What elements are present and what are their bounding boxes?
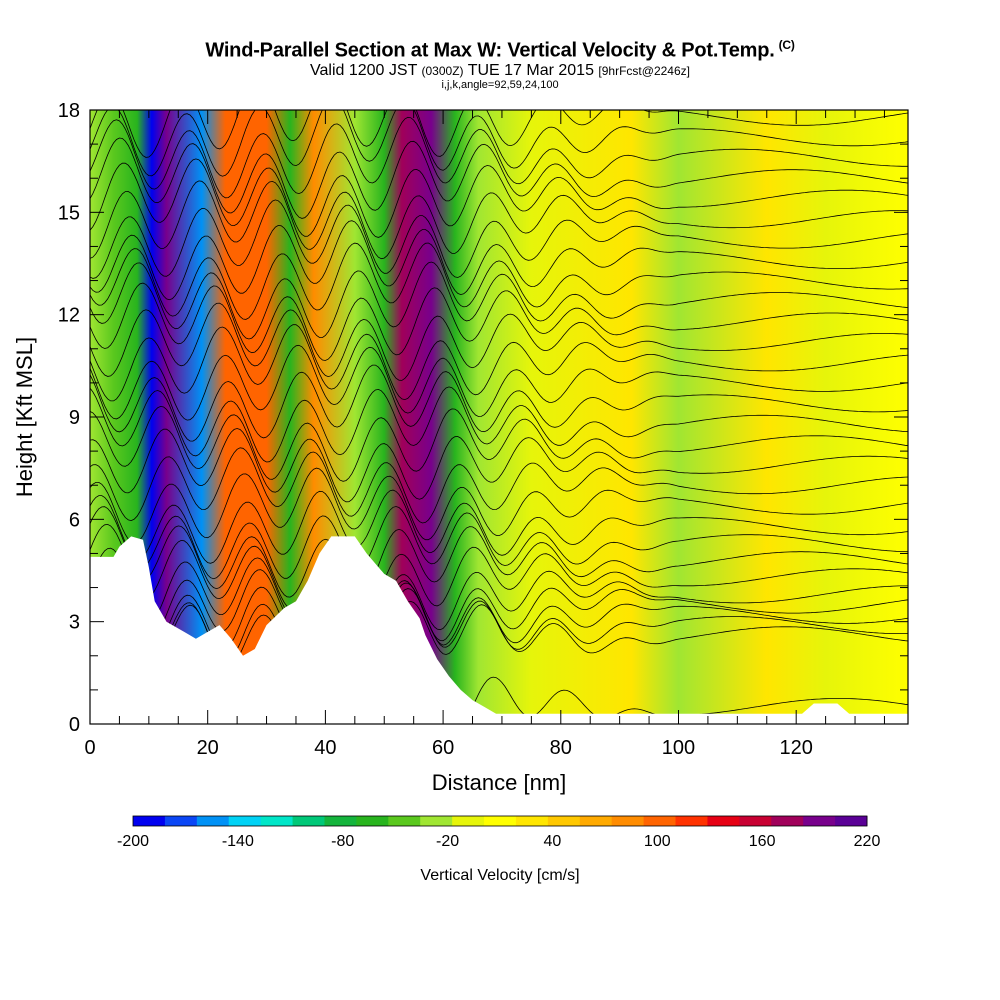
colorbar-swatch — [292, 816, 325, 826]
isentrope-line — [90, 137, 908, 219]
colorbar-swatch — [260, 816, 294, 826]
colorbar-swatch — [835, 816, 868, 826]
isentrope-line — [90, 539, 908, 615]
isentrope-line — [90, 180, 908, 260]
colorbar-swatch — [611, 816, 645, 826]
potential-temperature-contours — [90, 110, 908, 724]
isentrope-line — [90, 158, 908, 238]
copyright-mark: (C) — [778, 38, 795, 52]
y-tick-label: 18 — [58, 100, 80, 122]
y-tick-label: 15 — [58, 202, 80, 224]
utc-time: (0300Z) — [421, 63, 464, 78]
isentrope-line — [90, 344, 908, 421]
colorbar-tick-label: 40 — [544, 833, 562, 850]
terrain — [90, 536, 908, 724]
x-tick-label: 0 — [84, 737, 95, 759]
colorbar-swatch — [452, 816, 485, 826]
section-parameters: i,j,k,angle=92,59,24,100 — [441, 78, 559, 91]
isentrope-line — [90, 220, 908, 301]
colorbar-tick-label: 220 — [854, 833, 881, 850]
colorbar-tick-label: 100 — [644, 833, 671, 850]
colorbar — [132, 815, 868, 827]
colorbar-tick-label: 160 — [749, 833, 776, 850]
x-axis-title: Distance [nm] — [432, 770, 567, 795]
y-tick-label: 9 — [69, 407, 80, 429]
colorbar-swatch — [515, 816, 549, 826]
colorbar-tick-label: -200 — [117, 833, 149, 850]
x-tick-label: 20 — [197, 737, 219, 759]
colorbar-tick-labels: -200 -140 -80 -20 40 100 160 220 — [117, 833, 880, 850]
colorbar-tick-label: -20 — [436, 833, 459, 850]
colorbar-swatch — [420, 816, 453, 826]
isentrope-line — [90, 386, 908, 463]
x-tick-label: 80 — [550, 737, 572, 759]
colorbar-swatch — [739, 816, 772, 826]
isentrope-line — [90, 110, 908, 158]
isentrope-line — [90, 523, 908, 598]
colorbar-swatch — [324, 816, 357, 826]
valid-time: Valid 1200 JST — [310, 61, 418, 79]
colorbar-swatch — [707, 816, 740, 826]
colorbar-swatch — [164, 816, 198, 826]
colorbar-swatch — [643, 816, 677, 826]
vertical-velocity-field — [90, 110, 908, 724]
isentrope-line — [90, 116, 908, 199]
colorbar-swatch — [196, 816, 230, 826]
colorbar-swatch — [675, 816, 708, 826]
chart-subtitle: Valid 1200 JST (0300Z) TUE 17 Mar 2015 [… — [0, 61, 1000, 79]
x-tick-label: 120 — [779, 737, 812, 759]
x-tick-label: 60 — [432, 737, 454, 759]
chart-title: Wind-Parallel Section at Max W: Vertical… — [0, 38, 1000, 63]
x-tick-label: 100 — [662, 737, 695, 759]
y-axis-title: Height [Kft MSL] — [12, 337, 37, 497]
x-tick-labels: 0 20 40 60 80 100 120 — [84, 737, 812, 759]
isentrope-line — [90, 110, 908, 177]
isentrope-line — [90, 447, 908, 524]
colorbar-swatch — [803, 816, 836, 826]
x-tick-label: 40 — [314, 737, 336, 759]
isentrope-line — [90, 242, 908, 320]
isentrope-line — [90, 364, 908, 442]
colorbar-frame — [132, 815, 868, 827]
colorbar-swatch — [771, 816, 804, 826]
colorbar-tick-label: -140 — [222, 833, 254, 850]
isentrope-line — [90, 302, 908, 381]
colorbar-tick-label: -80 — [331, 833, 354, 850]
y-tick-label: 0 — [69, 714, 80, 736]
colorbar-swatch — [547, 816, 581, 826]
colorbar-swatch — [388, 816, 421, 826]
valid-date: TUE 17 Mar 2015 — [467, 61, 594, 79]
colorbar-swatch — [579, 816, 613, 826]
y-tick-label: 3 — [69, 612, 80, 634]
axis-ticks — [89, 109, 908, 725]
y-tick-label: 12 — [58, 305, 80, 327]
y-tick-label: 6 — [69, 509, 80, 531]
isentrope-line — [90, 324, 908, 402]
isentrope-line — [90, 199, 908, 279]
colorbar-title: Vertical Velocity [cm/s] — [420, 867, 579, 884]
y-tick-labels: 0 3 6 9 12 15 18 — [58, 100, 80, 736]
isentrope-line — [90, 405, 908, 482]
isentrope-line — [90, 489, 908, 564]
isentrope-line — [90, 506, 908, 580]
plot-area — [90, 110, 908, 724]
colorbar-swatch — [484, 816, 517, 826]
isentrope-line — [90, 282, 908, 361]
colorbar-swatch — [356, 816, 389, 826]
isentrope-line — [90, 428, 908, 503]
isentrope-line — [90, 557, 908, 631]
chart-title-text: Wind-Parallel Section at Max W: Vertical… — [205, 39, 775, 62]
colorbar-swatch — [228, 816, 262, 826]
isentrope-line — [90, 467, 908, 544]
isentrope-line — [90, 569, 908, 642]
colorbar-swatch — [133, 816, 166, 826]
isentrope-line — [90, 261, 908, 340]
forecast-info: [9hrFcst@2246z] — [598, 63, 690, 78]
